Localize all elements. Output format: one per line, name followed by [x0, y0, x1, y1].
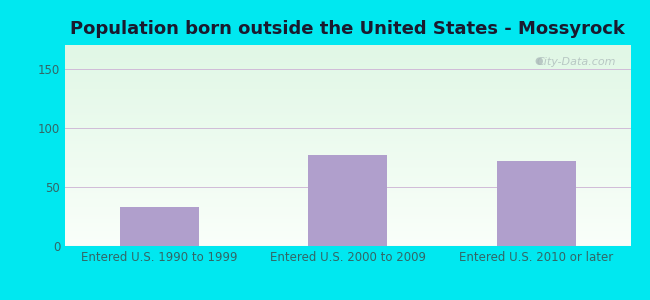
- Bar: [497, 161, 576, 246]
- Bar: [308, 155, 387, 246]
- Text: City-Data.com: City-Data.com: [537, 57, 616, 67]
- Bar: [120, 207, 199, 246]
- Title: Population born outside the United States - Mossyrock: Population born outside the United State…: [70, 20, 625, 38]
- Text: ●: ●: [534, 56, 543, 66]
